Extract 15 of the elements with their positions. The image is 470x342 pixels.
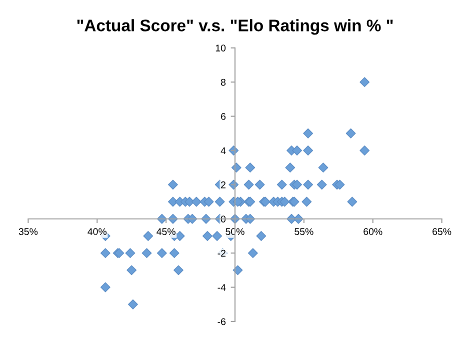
y-tick-label: -4 [218, 284, 226, 291]
x-tick-label: 40% [88, 228, 107, 236]
x-tick-label: 55% [294, 228, 314, 236]
y-tick-label: 6 [221, 113, 226, 120]
x-tick-label: 60% [364, 228, 382, 236]
y-tick-label: -6 [218, 318, 226, 326]
x-tick-label: 45% [156, 228, 176, 236]
y-tick-label: 2 [221, 181, 226, 188]
y-tick-label: 10 [216, 44, 226, 52]
x-tick-label: 65% [432, 228, 452, 236]
chart-title: "Actual Score" v.s. "Elo Ratings win % " [77, 19, 393, 35]
y-tick-label: 4 [220, 147, 226, 154]
y-tick-label: -2 [218, 250, 226, 257]
x-tick-label: 35% [18, 228, 38, 236]
y-tick-label: 8 [220, 78, 226, 86]
